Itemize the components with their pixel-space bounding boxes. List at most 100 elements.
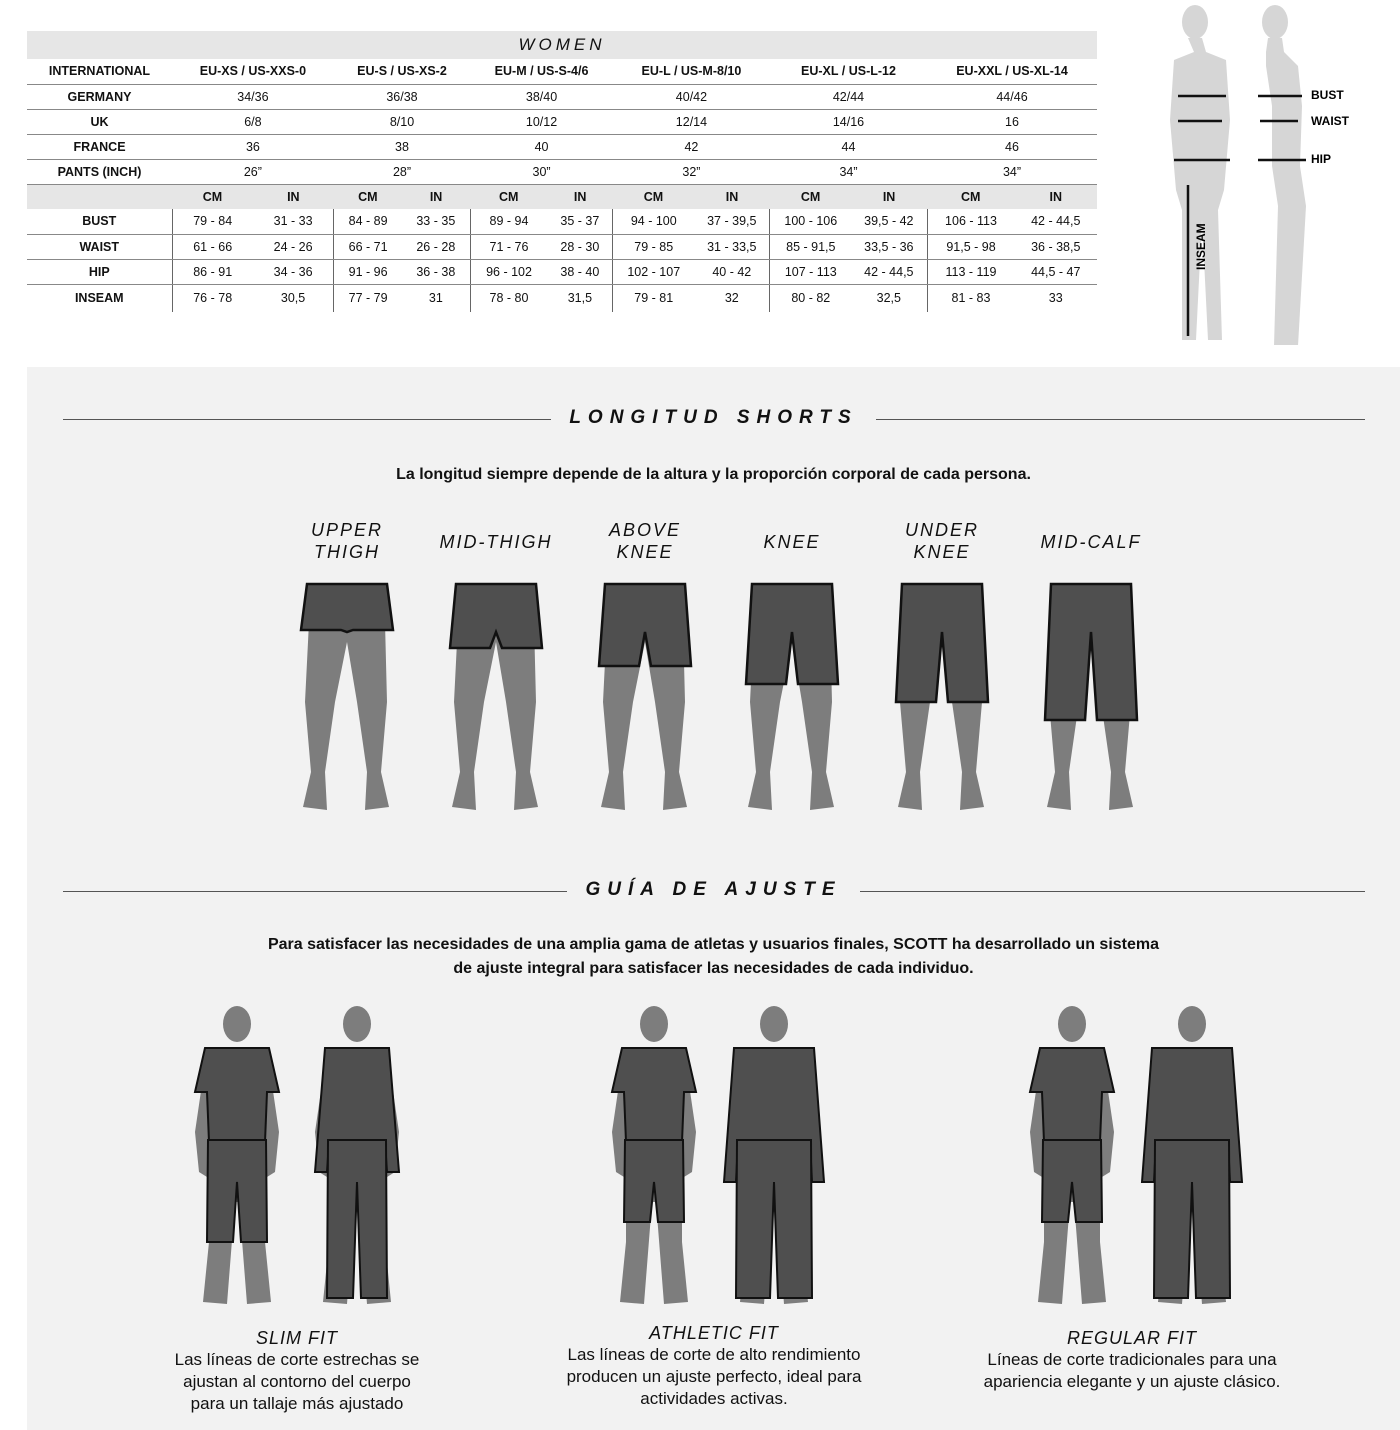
cell: 33,5 - 36 bbox=[851, 234, 928, 260]
bust-label: BUST bbox=[1311, 88, 1344, 102]
cell: 91 - 96 bbox=[333, 259, 402, 285]
shorts-illustration bbox=[448, 582, 544, 810]
guide-panel: LONGITUD SHORTS La longitud siempre depe… bbox=[27, 367, 1400, 1430]
cell: 12/14 bbox=[612, 109, 770, 135]
cell: 30” bbox=[470, 159, 613, 185]
cell: 38 - 40 bbox=[547, 259, 613, 285]
cell: 66 - 71 bbox=[333, 234, 402, 260]
cell: 79 - 85 bbox=[612, 234, 695, 260]
fit-name: SLIM FIT bbox=[255, 1328, 338, 1348]
shorts-illustration bbox=[1043, 582, 1139, 810]
cell: 30,5 bbox=[280, 291, 306, 306]
unit-header: CM bbox=[769, 184, 852, 209]
cell: 32” bbox=[612, 159, 770, 185]
row-label: INTERNATIONAL bbox=[27, 59, 172, 85]
cell: 102 - 107 bbox=[612, 259, 695, 285]
cell: 61 - 66 bbox=[171, 234, 253, 260]
row-label: PANTS (INCH) bbox=[27, 159, 172, 185]
table-row: UK 6/8 8/10 10/12 12/14 14/16 16 bbox=[27, 109, 1097, 135]
unit-header: IN bbox=[1014, 184, 1097, 209]
cell: 34/36 bbox=[172, 84, 334, 110]
table-row: INSEAM 76 - 78 30,5 77 - 79 31 78 - 80 31,5 79 … bbox=[27, 284, 1097, 312]
shorts-illustration bbox=[597, 582, 693, 810]
cell: 107 - 113 bbox=[769, 259, 852, 285]
unit-header: IN bbox=[694, 184, 770, 209]
unit-header: IN bbox=[252, 184, 334, 209]
inseam-label: INSEAM bbox=[1194, 223, 1208, 270]
cell: 31,5 bbox=[567, 291, 593, 306]
short-length-label: KNEE bbox=[763, 532, 821, 552]
row-label: INSEAM bbox=[74, 291, 124, 306]
cell: 31 - 33 bbox=[252, 209, 334, 235]
cell: 81 - 83 bbox=[926, 284, 1015, 312]
row-label: WAIST bbox=[27, 234, 172, 260]
shorts-garment bbox=[448, 582, 544, 650]
cell: 24 - 26 bbox=[252, 234, 334, 260]
unit-header: CM bbox=[612, 184, 695, 209]
fit-description: Las líneas de corte de alto rendimiento … bbox=[566, 1345, 862, 1408]
cell: 26” bbox=[172, 159, 334, 185]
cell: 31 bbox=[428, 291, 443, 306]
fit-option: REGULAR FIT Líneas de corte tradicionale… bbox=[952, 1327, 1312, 1393]
cell: 39,5 - 42 bbox=[851, 209, 928, 235]
cell: 35 - 37 bbox=[547, 209, 613, 235]
row-label: GERMANY bbox=[27, 84, 172, 110]
fit-illustration bbox=[193, 1006, 401, 1304]
cell: 89 - 94 bbox=[469, 209, 548, 235]
unit-header: IN bbox=[851, 184, 928, 209]
cell: 71 - 76 bbox=[469, 234, 548, 260]
cell: 42 - 44,5 bbox=[1014, 209, 1097, 235]
cell: EU-XS / US-XXS-0 bbox=[172, 59, 334, 85]
shorts-garment bbox=[1043, 582, 1139, 722]
cell: EU-S / US-XS-2 bbox=[333, 59, 471, 85]
row-label: UK bbox=[27, 109, 172, 135]
cell: 44,5 - 47 bbox=[1014, 259, 1097, 285]
cell: EU-M / US-S-4/6 bbox=[470, 59, 613, 85]
cell: 77 - 79 bbox=[333, 284, 402, 312]
size-table: WOMEN INTERNATIONAL EU-XS / US-XXS-0 EU-S /… bbox=[27, 31, 1097, 312]
waist-label: WAIST bbox=[1311, 114, 1350, 128]
cell: 40 bbox=[470, 134, 613, 160]
cell: 44 bbox=[769, 134, 928, 160]
shorts-illustration bbox=[299, 582, 395, 810]
short-length-label: MID-CALF bbox=[1040, 532, 1142, 552]
cell: 76 - 78 bbox=[171, 284, 253, 312]
shorts-garment bbox=[744, 582, 840, 686]
cell: 80 - 82 bbox=[769, 284, 852, 312]
shorts-garment bbox=[299, 582, 395, 634]
short-length-label: ABOVE KNEE bbox=[608, 520, 682, 562]
fit-description: Líneas de corte tradicionales para una a… bbox=[983, 1350, 1281, 1391]
cell: 8/10 bbox=[333, 109, 471, 135]
front-silhouette bbox=[1170, 5, 1230, 340]
cell: 6/8 bbox=[172, 109, 334, 135]
cell: 34” bbox=[927, 159, 1097, 185]
cell: 36 bbox=[172, 134, 334, 160]
cell: EU-L / US-M-8/10 bbox=[612, 59, 770, 85]
cell: 28 - 30 bbox=[547, 234, 613, 260]
women-measurement-figure: BUST WAIST HIP INSEAM bbox=[1170, 5, 1350, 345]
cell: 36 - 38 bbox=[401, 259, 471, 285]
table-title: WOMEN bbox=[27, 31, 1097, 59]
unit-header: CM bbox=[927, 184, 1015, 209]
cell: 36/38 bbox=[333, 84, 471, 110]
unit-header: IN bbox=[547, 184, 613, 209]
cell: 32,5 bbox=[876, 291, 901, 306]
fit-illustration bbox=[1028, 1006, 1244, 1304]
cell: 91,5 - 98 bbox=[926, 234, 1015, 260]
cell: 78 - 80 bbox=[469, 284, 548, 312]
fit-option: SLIM FIT Las líneas de corte estrechas s… bbox=[117, 1327, 477, 1415]
table-row: INTERNATIONAL EU-XS / US-XXS-0 EU-S / US-X… bbox=[27, 59, 1097, 85]
row-label: HIP bbox=[27, 259, 172, 285]
cell: 34” bbox=[769, 159, 928, 185]
fit-illustration bbox=[610, 1006, 826, 1304]
cell: 94 - 100 bbox=[612, 209, 695, 235]
row-label: BUST bbox=[27, 209, 172, 235]
cell: 42 - 44,5 bbox=[851, 259, 928, 285]
cell: 37 - 39,5 bbox=[694, 209, 770, 235]
cell: 79 - 84 bbox=[171, 209, 253, 235]
cell: 38 bbox=[333, 134, 471, 160]
cell: 46 bbox=[927, 134, 1097, 160]
shorts-garment bbox=[597, 582, 693, 668]
table-row: FRANCE 36 38 40 42 44 46 bbox=[27, 134, 1097, 160]
cell: 79 - 81 bbox=[612, 284, 695, 312]
